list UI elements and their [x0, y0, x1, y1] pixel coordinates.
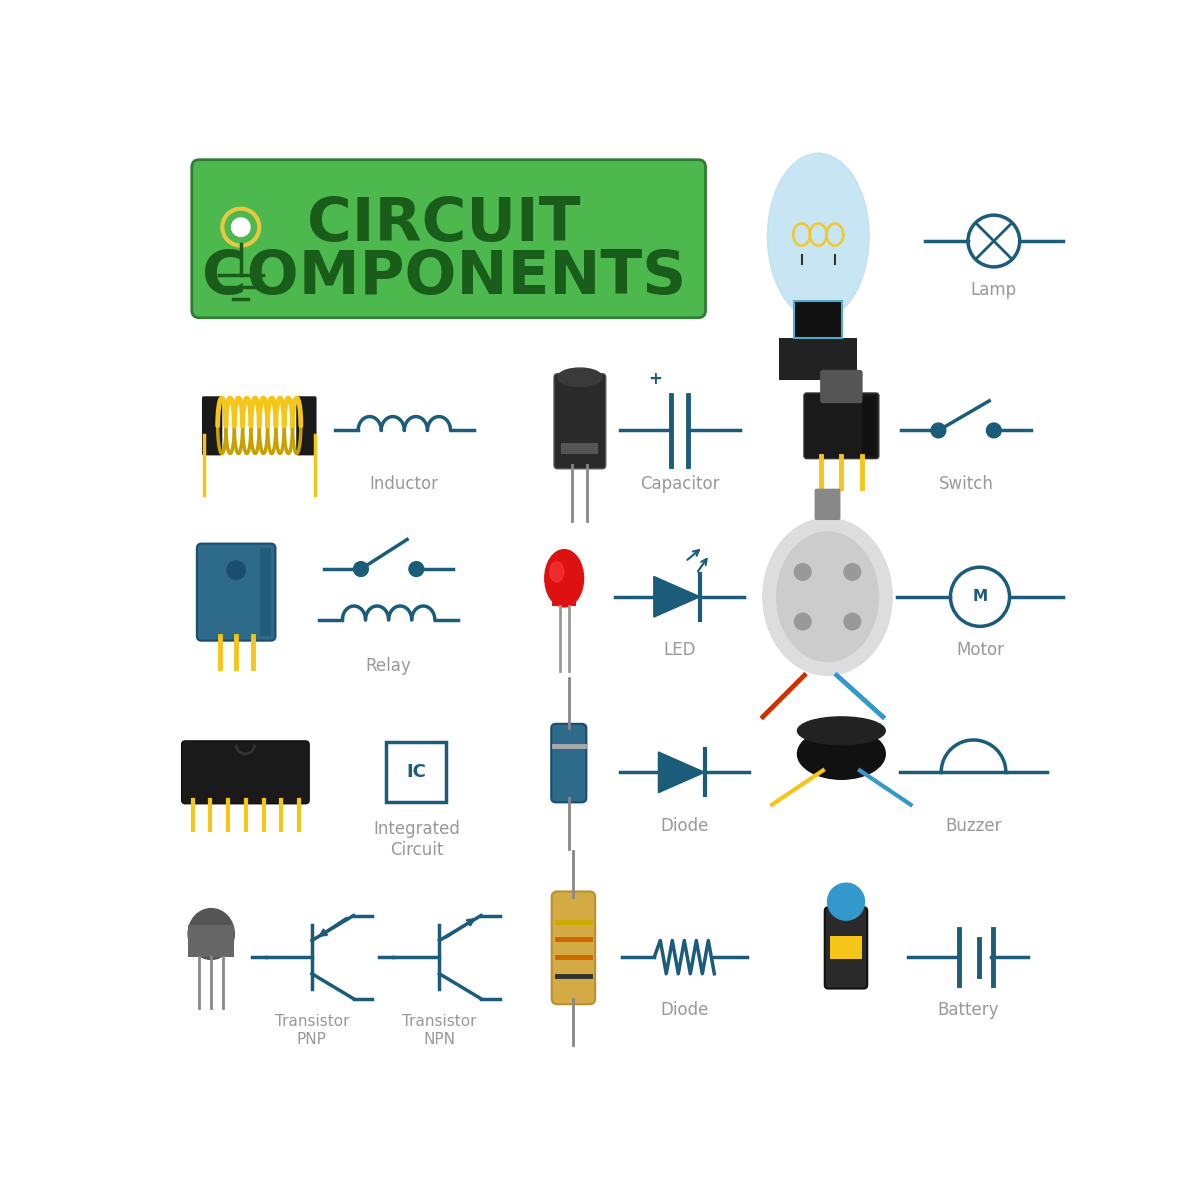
Text: Transistor
NPN: Transistor NPN	[402, 1014, 476, 1046]
FancyBboxPatch shape	[804, 394, 878, 458]
Text: Diode: Diode	[660, 817, 708, 835]
FancyBboxPatch shape	[551, 724, 587, 803]
Ellipse shape	[558, 368, 602, 386]
FancyBboxPatch shape	[192, 160, 706, 318]
Ellipse shape	[798, 716, 886, 744]
Circle shape	[844, 564, 860, 581]
Text: Buzzer: Buzzer	[946, 817, 1002, 835]
Text: COMPONENTS: COMPONENTS	[202, 248, 686, 307]
Polygon shape	[862, 396, 876, 456]
Circle shape	[794, 613, 811, 630]
Ellipse shape	[798, 728, 886, 779]
Ellipse shape	[768, 154, 869, 319]
FancyBboxPatch shape	[188, 925, 234, 958]
Circle shape	[794, 564, 811, 581]
Text: Integrated
Circuit: Integrated Circuit	[373, 821, 460, 859]
FancyBboxPatch shape	[202, 396, 222, 455]
Ellipse shape	[776, 532, 878, 661]
Circle shape	[844, 613, 860, 630]
Text: IC: IC	[407, 763, 426, 781]
FancyBboxPatch shape	[830, 936, 862, 959]
Circle shape	[986, 424, 1001, 438]
Text: Inductor: Inductor	[370, 475, 439, 493]
FancyBboxPatch shape	[562, 443, 599, 454]
FancyBboxPatch shape	[552, 892, 595, 1004]
FancyBboxPatch shape	[552, 586, 576, 606]
Circle shape	[232, 218, 250, 236]
Ellipse shape	[763, 518, 893, 676]
FancyBboxPatch shape	[181, 740, 310, 804]
Ellipse shape	[188, 908, 234, 960]
Circle shape	[227, 560, 246, 580]
FancyBboxPatch shape	[780, 338, 857, 379]
Circle shape	[354, 562, 368, 576]
Circle shape	[931, 424, 946, 438]
Polygon shape	[659, 752, 704, 793]
Circle shape	[409, 562, 424, 576]
Text: M: M	[972, 589, 988, 605]
Text: Relay: Relay	[366, 656, 412, 674]
Text: Diode: Diode	[660, 1002, 708, 1020]
Text: Transistor
PNP: Transistor PNP	[275, 1014, 349, 1046]
Ellipse shape	[550, 562, 564, 582]
FancyBboxPatch shape	[794, 301, 842, 338]
Text: Capacitor: Capacitor	[640, 475, 720, 493]
Text: Switch: Switch	[938, 475, 994, 493]
Text: LED: LED	[664, 641, 696, 659]
Text: Battery: Battery	[937, 1002, 998, 1020]
FancyBboxPatch shape	[197, 544, 276, 641]
FancyBboxPatch shape	[554, 373, 606, 469]
Polygon shape	[654, 576, 700, 617]
Text: Motor: Motor	[956, 641, 1004, 659]
FancyBboxPatch shape	[815, 488, 840, 520]
Circle shape	[828, 883, 864, 920]
Polygon shape	[259, 548, 271, 636]
FancyBboxPatch shape	[386, 743, 446, 803]
Ellipse shape	[545, 550, 583, 607]
Text: CIRCUIT: CIRCUIT	[307, 194, 581, 254]
FancyBboxPatch shape	[820, 370, 863, 403]
FancyBboxPatch shape	[296, 396, 317, 455]
Text: +: +	[648, 370, 661, 388]
FancyBboxPatch shape	[824, 907, 868, 989]
Text: Lamp: Lamp	[971, 281, 1016, 299]
